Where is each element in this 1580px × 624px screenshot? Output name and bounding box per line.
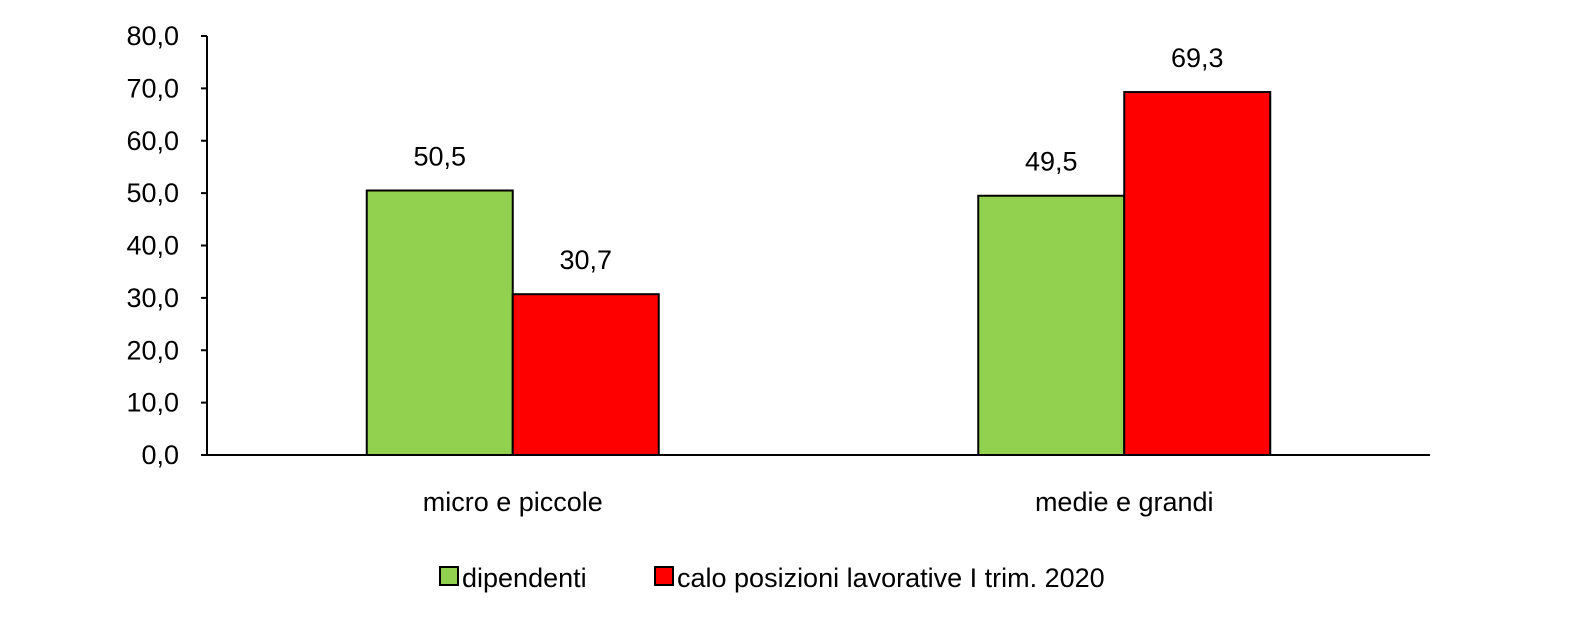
legend: dipendenti calo posizioni lavorative I tr…: [439, 563, 1105, 593]
y-tick-label: 10,0: [126, 388, 179, 418]
y-axis-ticks: 0,0 10,0 20,0 30,0 40,0 50,0 60,0 70,0 80,0: [126, 21, 207, 470]
y-tick-label: 50,0: [126, 178, 179, 208]
y-tick-label: 30,0: [126, 283, 179, 313]
legend-swatch-dipendenti: [439, 566, 459, 586]
y-tick-label: 80,0: [126, 21, 179, 51]
category-label: micro e piccole: [423, 487, 603, 517]
category-labels: micro e piccole medie e grandi: [423, 487, 1214, 517]
y-tick-label: 40,0: [126, 231, 179, 261]
data-labels: 50,5 30,7 49,5 69,3: [413, 43, 1223, 275]
category-label: medie e grandi: [1035, 487, 1214, 517]
bar-dipendenti-1: [977, 194, 1126, 456]
legend-label: dipendenti: [462, 563, 587, 593]
data-label: 30,7: [559, 245, 612, 275]
y-tick-label: 70,0: [126, 73, 179, 103]
legend-swatch-calo-posizioni: [654, 566, 674, 586]
y-tick-label: 0,0: [141, 440, 179, 470]
y-tick-label: 20,0: [126, 335, 179, 365]
bar-dipendenti-0: [365, 189, 514, 456]
data-label: 49,5: [1025, 147, 1078, 177]
y-tick-label: 60,0: [126, 126, 179, 156]
bar-calo-posizioni-0: [511, 293, 660, 456]
data-label: 50,5: [413, 142, 466, 172]
legend-label: calo posizioni lavorative I trim. 2020: [677, 563, 1105, 593]
bars: [365, 91, 1272, 456]
data-label: 69,3: [1171, 43, 1224, 73]
bar-calo-posizioni-1: [1123, 91, 1272, 456]
